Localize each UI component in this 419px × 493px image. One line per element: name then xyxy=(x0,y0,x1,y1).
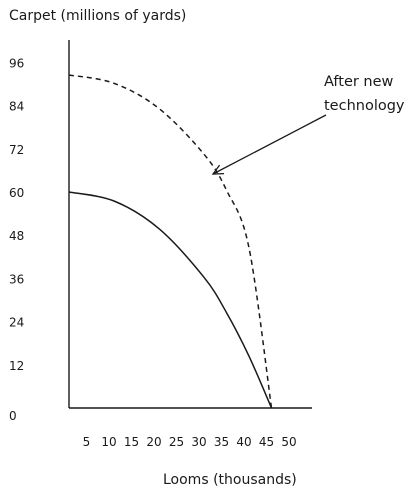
y-tick-label: 60 xyxy=(9,186,24,200)
x-tick-label: 15 xyxy=(124,435,139,449)
x-tick-label: 5 xyxy=(83,435,91,449)
y-tick-label: 24 xyxy=(9,316,24,330)
x-tick-label: 45 xyxy=(259,435,274,449)
annotation: After new technology xyxy=(211,74,405,175)
x-tick-label: 35 xyxy=(214,435,229,449)
x-tick-label: 40 xyxy=(236,435,251,449)
series-lines xyxy=(68,74,273,409)
y-tick-labels: 0 12 24 36 48 60 72 84 96 xyxy=(9,56,24,423)
y-tick-label: 36 xyxy=(9,272,24,286)
y-tick-label: 12 xyxy=(9,359,24,373)
y-tick-label: 48 xyxy=(9,229,24,243)
x-tick-label: 20 xyxy=(146,435,161,449)
x-tick-label: 30 xyxy=(191,435,206,449)
annotation-arrow xyxy=(212,114,327,175)
annotation-text-line-2: technology xyxy=(324,98,405,114)
dashed-curve xyxy=(68,74,273,409)
x-tick-label: 10 xyxy=(101,435,116,449)
y-tick-label: 84 xyxy=(9,100,24,114)
y-tick-label: 72 xyxy=(9,143,24,157)
x-tick-label: 50 xyxy=(281,435,296,449)
solid-curve xyxy=(68,191,273,409)
y-tick-label: 96 xyxy=(9,56,24,70)
y-tick-label: 0 xyxy=(9,409,17,423)
x-tick-labels: 5 10 15 20 25 30 35 40 45 50 xyxy=(83,435,297,449)
x-tick-label: 25 xyxy=(169,435,184,449)
annotation-text-line-1: After new xyxy=(324,74,394,90)
x-axis-title: Looms (thousands) xyxy=(163,472,297,488)
annotation-arrowhead xyxy=(211,164,225,175)
y-axis-title: Carpet (millions of yards) xyxy=(9,8,186,24)
